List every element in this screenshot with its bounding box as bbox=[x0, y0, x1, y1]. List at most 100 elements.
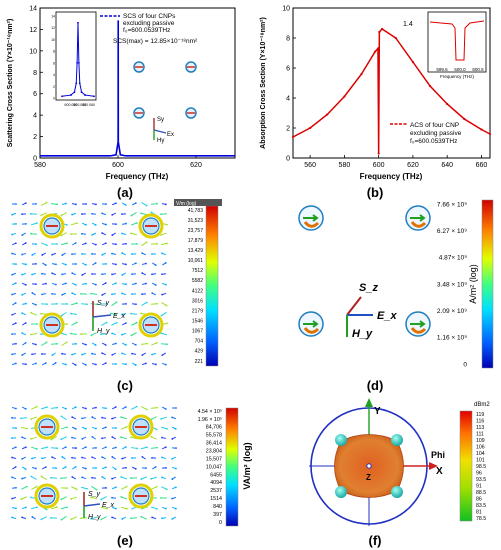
field-arrow-head bbox=[135, 222, 138, 224]
field-arrow-head bbox=[121, 457, 123, 460]
field-arrow-head bbox=[35, 262, 37, 265]
colorbar-tick-label: 36,414 bbox=[206, 441, 222, 447]
legend-entry: f₀=600.0539THz bbox=[123, 27, 170, 34]
field-arrow-head bbox=[140, 478, 143, 481]
field-arrow-head bbox=[61, 273, 63, 276]
field-arrow-head bbox=[35, 283, 37, 285]
field-arrow-head bbox=[74, 466, 77, 468]
field-arrow-head bbox=[144, 362, 147, 365]
field-arrow-head bbox=[166, 242, 168, 245]
field-arrow-head bbox=[55, 506, 58, 508]
field-arrow bbox=[30, 446, 38, 450]
annotation-value: 1.4 bbox=[403, 21, 413, 28]
field-arrow-head bbox=[111, 496, 113, 499]
panel-e-poynting-map: S_y E_x H_y 4.54 × 10⁵ 1.96 × 10⁵ 84,706 55… bbox=[11, 405, 252, 527]
field-arrow-head bbox=[50, 438, 53, 441]
field-arrow bbox=[120, 416, 128, 420]
field-vector-icon: S_z E_x H_y bbox=[346, 282, 397, 340]
field-arrow-head bbox=[41, 457, 43, 460]
field-arrow-head bbox=[21, 213, 23, 216]
field-arrow-head bbox=[115, 321, 118, 324]
field-arrow-head bbox=[140, 312, 142, 315]
field-arrow-head bbox=[21, 457, 24, 460]
panel-c-field-map: S_y E_x H_y V/m (log) 41,783 31,523 23,757… bbox=[11, 199, 222, 367]
field-arrow bbox=[31, 406, 37, 410]
field-arrow-head bbox=[141, 455, 144, 458]
colorbar-tick-label: 7.66 × 10⁹ bbox=[437, 201, 467, 208]
field-arrow-head bbox=[145, 282, 147, 285]
field-arrow-head bbox=[131, 253, 133, 255]
field-arrow-head bbox=[60, 518, 63, 521]
colorbar-tick-label: 4122 bbox=[192, 288, 203, 294]
field-arrow-head bbox=[130, 436, 133, 439]
field-arrow bbox=[140, 446, 148, 450]
field-arrow-head bbox=[111, 234, 114, 236]
field-arrow-head bbox=[161, 273, 163, 276]
field-arrow-head bbox=[11, 313, 14, 316]
field-arrow-head bbox=[160, 234, 163, 236]
field-arrow-head bbox=[94, 283, 97, 286]
field-arrow-head bbox=[26, 427, 28, 430]
colorbar-tick-label: 0 bbox=[219, 520, 222, 526]
field-arrow-head bbox=[40, 518, 43, 521]
field-arrow bbox=[60, 506, 68, 510]
field-arrow-head bbox=[114, 486, 117, 489]
field-arrow-head bbox=[56, 447, 58, 450]
field-arrow-head bbox=[151, 516, 153, 519]
field-arrow-head bbox=[91, 253, 93, 255]
field-arrow bbox=[61, 341, 67, 347]
field-arrow-head bbox=[56, 203, 58, 206]
field-arrow-head bbox=[161, 456, 163, 459]
field-arrow bbox=[40, 406, 48, 410]
field-arrow-head bbox=[21, 273, 24, 276]
field-arrow-head bbox=[21, 516, 23, 519]
field-arrow-head bbox=[105, 487, 107, 489]
field-arrow bbox=[41, 242, 47, 246]
field-arrow-head bbox=[126, 507, 128, 510]
field-arrow-head bbox=[60, 438, 63, 441]
field-arrow bbox=[40, 446, 48, 450]
field-arrow bbox=[70, 313, 78, 315]
field-arrow-head bbox=[141, 252, 144, 255]
x-tick-label: 620 bbox=[407, 162, 419, 169]
colorbar-tick-label: 23,804 bbox=[206, 448, 222, 454]
field-arrow-head bbox=[70, 518, 73, 521]
field-arrow-head bbox=[75, 321, 78, 324]
field-arrow-head bbox=[41, 254, 44, 256]
field-arrow-head bbox=[105, 263, 107, 265]
panel-b-chart: 560 580 600 620 640 660 0 2 4 6 8 10 Frequency (TH… bbox=[260, 6, 492, 181]
field-arrow bbox=[121, 426, 127, 430]
field-arrow-head bbox=[71, 292, 74, 295]
field-arrow bbox=[61, 232, 67, 236]
field-arrow-head bbox=[80, 293, 82, 295]
field-arrow-head bbox=[101, 476, 104, 478]
x-axis-label: Frequency (THz) bbox=[106, 172, 169, 181]
field-arrow-head bbox=[171, 457, 174, 460]
field-arrow-head bbox=[120, 416, 123, 419]
field-arrow-head bbox=[81, 438, 84, 440]
legend-entry: excluding passive bbox=[410, 130, 462, 137]
field-arrow-head bbox=[61, 456, 64, 458]
field-arrow-head bbox=[160, 418, 163, 420]
x-tick-label: 640 bbox=[441, 162, 453, 169]
field-arrows bbox=[11, 201, 168, 366]
field-arrow-head bbox=[115, 301, 118, 304]
field-arrow-head bbox=[95, 406, 97, 409]
x-tick-label: 600 bbox=[373, 162, 385, 169]
panel-label-c: (c) bbox=[117, 378, 133, 393]
field-arrow bbox=[30, 436, 38, 440]
field-arrow-head bbox=[51, 456, 54, 459]
field-arrow-head bbox=[95, 467, 97, 469]
field-arrow-head bbox=[66, 487, 68, 490]
field-arrow bbox=[131, 222, 137, 226]
field-arrow-head bbox=[161, 252, 164, 255]
sphere bbox=[335, 486, 347, 498]
x-tick-label: 660 bbox=[476, 162, 488, 169]
field-arrow-head bbox=[70, 312, 72, 315]
field-arrow-head bbox=[114, 202, 117, 205]
field-arrow-head bbox=[121, 252, 124, 254]
field-arrow-head bbox=[75, 342, 77, 345]
plot-frame bbox=[39, 7, 236, 159]
colorbar-tick-label: 7512 bbox=[192, 268, 203, 274]
field-arrow-head bbox=[175, 467, 177, 470]
